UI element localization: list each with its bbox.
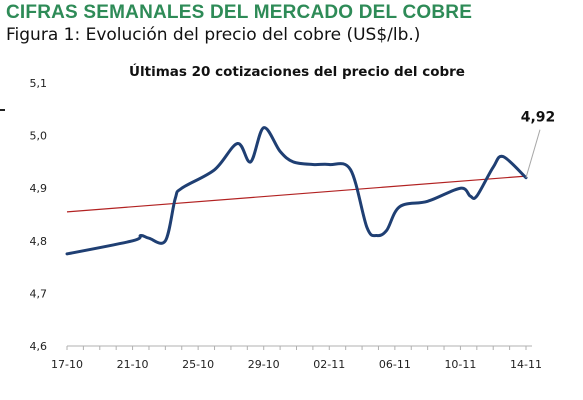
plot-area: 4,92	[65, 110, 556, 256]
x-tick-label: 25-10	[182, 358, 214, 371]
section-title-text: CIFRAS SEMANALES DEL MERCADO DEL COBRE	[6, 2, 473, 23]
x-axis: 17-10 21-10 25-10 29-10 02-11 06-11 10-11 14-11	[51, 345, 542, 371]
x-tick-label: 14-11	[510, 358, 542, 371]
y-tick-label: 5,1	[30, 77, 48, 90]
last-value-label: 4,92	[521, 110, 556, 126]
x-tick-label: 29-10	[248, 358, 280, 371]
annotation-leader-line	[525, 129, 541, 178]
x-tick-label: 17-10	[51, 358, 83, 371]
y-tick-label: 5,0	[30, 130, 48, 143]
chart-title: Últimas 20 cotizaciones del precio del c…	[129, 62, 465, 80]
y-tick-label: 4,8	[30, 235, 48, 248]
y-tick-label: 4,6	[30, 340, 48, 353]
left-margin-mark	[0, 109, 5, 111]
x-tick-label: 06-11	[379, 358, 411, 371]
figure-caption: Figura 1: Evolución del precio del cobre…	[6, 25, 421, 45]
trend-line	[66, 175, 527, 213]
price-series-line	[65, 126, 528, 256]
y-tick-label: 4,7	[30, 287, 48, 300]
x-tick-label: 21-10	[117, 358, 149, 371]
y-axis: 5,1 5,0 4,9 4,8 4,7 4,6	[30, 77, 48, 353]
x-tick-label: 02-11	[313, 358, 345, 371]
x-tick-label: 10-11	[444, 358, 476, 371]
y-tick-label: 4,9	[30, 182, 48, 195]
section-title: CIFRAS SEMANALES DEL MERCADO DEL COBRE	[6, 2, 472, 24]
